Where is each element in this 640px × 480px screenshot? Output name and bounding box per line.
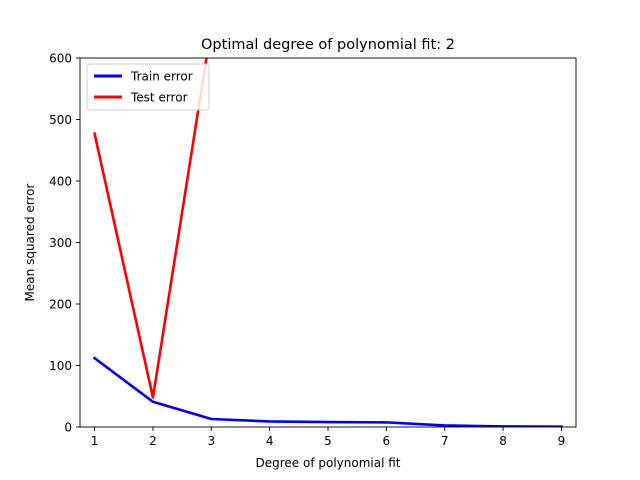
- x-tick-label: 5: [324, 434, 332, 448]
- y-tick-label: 400: [49, 175, 72, 189]
- y-tick-label: 0: [64, 421, 72, 435]
- x-axis-label: Degree of polynomial fit: [255, 456, 400, 470]
- x-tick-label: 2: [149, 434, 157, 448]
- x-tick-label: 6: [383, 434, 391, 448]
- y-tick-label: 200: [49, 298, 72, 312]
- y-tick-label: 100: [49, 359, 72, 373]
- x-tick-label: 8: [499, 434, 507, 448]
- legend: Train error Test error: [86, 63, 210, 111]
- y-axis-label: Mean squared error: [23, 183, 37, 301]
- legend-label-train-error: Train error: [130, 70, 193, 84]
- x-tick-label: 1: [91, 434, 99, 448]
- y-axis: 0 100 200 300 400 500 600: [49, 52, 80, 435]
- series-line-train-error: [92, 356, 563, 427]
- legend-label-test-error: Test error: [130, 91, 188, 105]
- x-tick-label: 4: [266, 434, 274, 448]
- plot-area: [80, 58, 576, 427]
- series-layer: [92, 58, 563, 427]
- y-tick-label: 300: [49, 236, 72, 250]
- x-tick-label: 3: [207, 434, 215, 448]
- chart-title: Optimal degree of polynomial fit: 2: [201, 37, 455, 53]
- series-line-test-error: [93, 58, 208, 399]
- x-tick-label: 7: [441, 434, 449, 448]
- x-axis: 1 2 3 4 5 6 7 8 9: [91, 427, 565, 448]
- x-tick-label: 9: [558, 434, 566, 448]
- y-tick-label: 600: [49, 52, 72, 66]
- y-tick-label: 500: [49, 113, 72, 127]
